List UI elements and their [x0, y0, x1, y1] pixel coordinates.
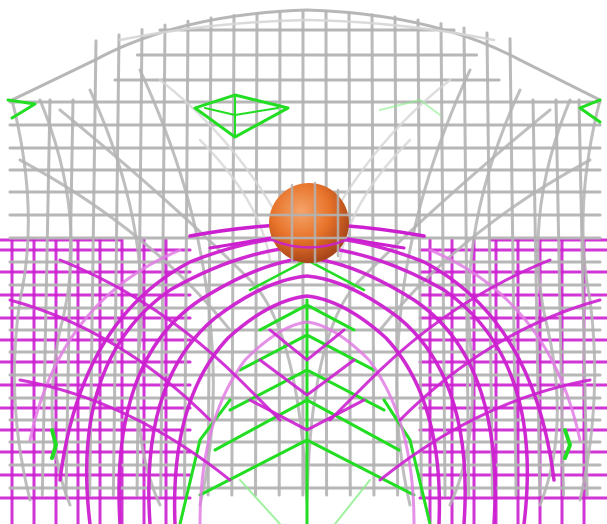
magenta-diagonal: [58, 258, 282, 422]
magenta-diagonal: [268, 328, 346, 362]
green-faint-edge: [379, 99, 441, 116]
magenta-arch: [147, 274, 467, 524]
magenta-diagonal: [328, 258, 552, 422]
magenta-bar-over-ball: [270, 238, 348, 249]
magenta-diagonal: [248, 398, 366, 432]
gray-curved-tube: [305, 108, 552, 507]
gray-vertical-bar: [277, 10, 282, 497]
magenta-faint-arch: [428, 248, 582, 442]
gray-vertical-bar: [111, 33, 121, 497]
gray-vertical-bar: [64, 98, 75, 497]
gray-curved-tube: [378, 158, 592, 332]
gray-curved-tube: [536, 98, 572, 507]
green-diamond: [193, 93, 290, 139]
gray-faint-tube: [198, 138, 272, 262]
gray-dome-ridge: [118, 18, 496, 42]
green-lower-left: [178, 398, 232, 524]
gray-vertical-bar: [347, 11, 352, 497]
gray-vertical-bar: [370, 13, 376, 497]
green-corner-right: [578, 98, 602, 124]
gray-vertical-bar: [531, 98, 542, 497]
gray-curved-tube: [578, 98, 602, 502]
green-faint-edge: [239, 479, 281, 524]
gray-vertical-bar: [508, 37, 518, 497]
magenta-diagonal: [378, 378, 592, 482]
gray-vertical-bar: [439, 22, 447, 497]
green-edge-highlights: [6, 93, 602, 524]
gray-vertical-bar: [40, 98, 52, 497]
green-marker-left: [50, 428, 58, 460]
gray-vertical-bar: [554, 98, 565, 497]
gray-vertical-bar: [462, 26, 471, 497]
green-lower-right: [382, 398, 432, 524]
gray-curved-tube: [88, 88, 162, 507]
magenta-diagonal: [18, 378, 232, 482]
green-faint-edge: [334, 479, 371, 524]
gray-curved-tube: [448, 88, 522, 507]
magenta-diagonal: [258, 358, 356, 397]
magenta-faint-arch: [28, 248, 182, 442]
gray-curved-tube: [10, 98, 32, 502]
orange-ball: [267, 181, 351, 265]
ball-sphere: [269, 183, 349, 263]
gray-vertical-bar: [416, 18, 423, 497]
gray-faint-tube: [338, 138, 412, 262]
gray-vertical-bar: [485, 31, 494, 497]
magenta-diagonal: [398, 298, 602, 422]
gray-curved-tube: [395, 68, 472, 507]
green-marker-right: [563, 428, 572, 460]
gray-curved-tube: [18, 158, 232, 332]
gray-curved-tube: [138, 68, 215, 507]
green-corner-left: [6, 98, 37, 120]
magenta-diagonal: [8, 298, 212, 422]
gray-curved-tube: [58, 108, 309, 507]
